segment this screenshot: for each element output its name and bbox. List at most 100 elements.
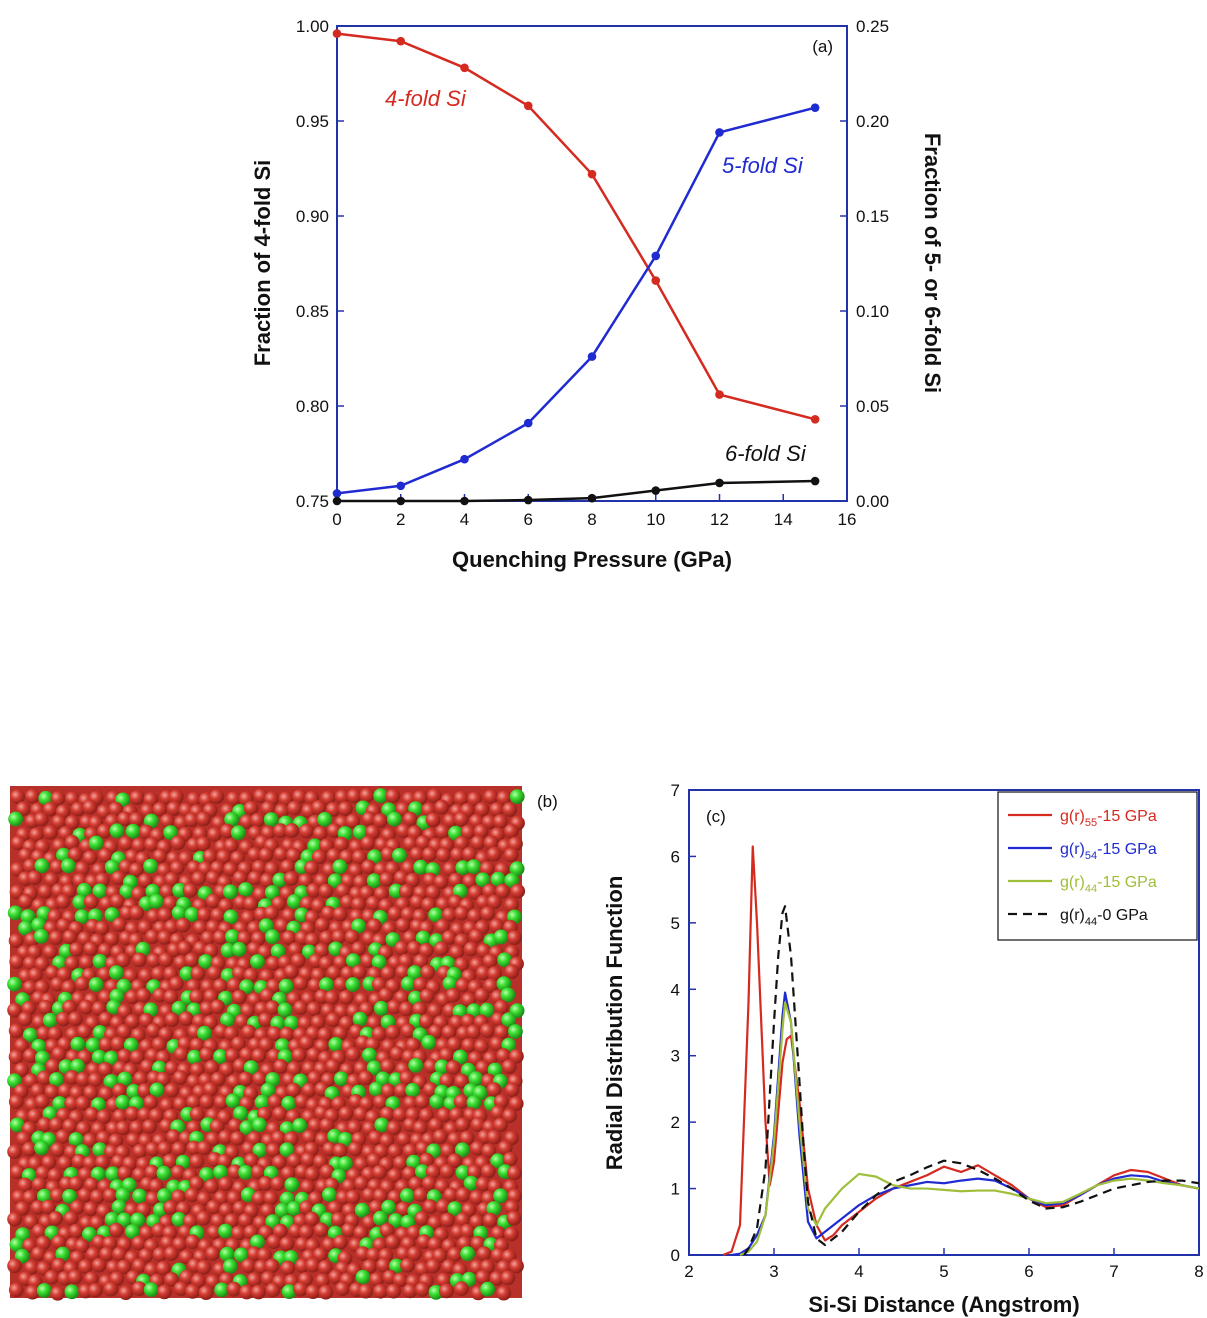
atom-red bbox=[25, 788, 40, 804]
atom-red bbox=[56, 918, 72, 933]
atom-red bbox=[273, 823, 288, 839]
atom-red bbox=[455, 1187, 471, 1203]
atom-red bbox=[443, 1187, 459, 1203]
atom-red bbox=[178, 1130, 194, 1146]
data-point bbox=[715, 128, 724, 137]
atom-red bbox=[353, 874, 368, 890]
atom-red bbox=[195, 836, 211, 852]
atom-red bbox=[497, 1140, 513, 1156]
atom-red bbox=[470, 1117, 486, 1132]
data-point bbox=[396, 481, 406, 491]
atom-green bbox=[72, 894, 88, 910]
atom-red bbox=[489, 918, 504, 934]
atom-red bbox=[467, 791, 482, 807]
atom-red bbox=[470, 835, 486, 850]
atom-red bbox=[78, 1259, 93, 1274]
panel-a-xtick-label: 8 bbox=[587, 510, 596, 529]
atom-red bbox=[170, 835, 186, 851]
atom-red bbox=[461, 1037, 477, 1053]
atom-red bbox=[44, 1084, 60, 1100]
atom-red bbox=[68, 1223, 84, 1239]
atom-red bbox=[482, 1212, 498, 1228]
panel-a-ticks: 0 2 4 6 8 10 12 14 16 0.75 0.80 0.85 0.90 0.95 1.00 0.0… bbox=[296, 17, 889, 529]
atom-red bbox=[310, 1014, 326, 1030]
atom-green bbox=[277, 1002, 293, 1018]
atom-red bbox=[196, 1259, 212, 1275]
atom-red bbox=[145, 1191, 161, 1207]
atom-green bbox=[199, 1167, 215, 1182]
atom-green bbox=[187, 1049, 202, 1065]
atom-green bbox=[260, 1082, 276, 1098]
atom-red bbox=[64, 1070, 80, 1085]
atom-red bbox=[504, 1199, 520, 1215]
atom-red bbox=[338, 1106, 354, 1121]
panel-a-xlabel: Quenching Pressure (GPa) bbox=[452, 547, 732, 572]
atom-red bbox=[423, 1058, 439, 1074]
atom-green bbox=[434, 1059, 450, 1075]
atom-green bbox=[272, 872, 288, 888]
annotation-6-fold: 6-fold Si bbox=[725, 441, 807, 466]
atom-red bbox=[315, 1273, 330, 1288]
atom-green bbox=[263, 812, 279, 827]
atom-green bbox=[156, 1188, 172, 1204]
atom-red bbox=[14, 1201, 30, 1216]
atom-green bbox=[116, 1212, 132, 1228]
atom-red bbox=[164, 871, 180, 887]
atom-red bbox=[223, 1026, 239, 1041]
atom-red bbox=[76, 1121, 91, 1136]
atom-red bbox=[106, 1259, 121, 1275]
atom-red bbox=[479, 861, 495, 876]
atom-red bbox=[392, 1272, 408, 1288]
panel-a-ytick-label: 1.00 bbox=[296, 17, 329, 36]
atom-red bbox=[460, 1223, 475, 1239]
atom-red bbox=[494, 999, 509, 1015]
atom-red bbox=[442, 907, 457, 923]
atom-red bbox=[244, 1153, 259, 1168]
atom-red bbox=[486, 1129, 502, 1145]
atom-red bbox=[117, 1048, 132, 1064]
atom-green bbox=[55, 1246, 71, 1262]
atom-red bbox=[31, 1014, 47, 1030]
atom-green bbox=[115, 1187, 131, 1203]
atom-red bbox=[474, 987, 490, 1003]
atom-green bbox=[373, 788, 389, 804]
atom-green bbox=[220, 1012, 235, 1028]
atom-red bbox=[476, 894, 491, 910]
atom-red bbox=[496, 1048, 511, 1063]
atom-red bbox=[467, 908, 483, 924]
atom-green bbox=[281, 1284, 297, 1299]
atom-red bbox=[294, 1094, 310, 1109]
atom-red bbox=[179, 1269, 195, 1285]
atom-green bbox=[76, 882, 92, 898]
atom-red bbox=[151, 966, 166, 982]
atom-green bbox=[143, 813, 159, 829]
atom-red bbox=[62, 1118, 78, 1134]
atom-red bbox=[273, 1059, 289, 1074]
atom-red bbox=[22, 980, 38, 995]
atom-red bbox=[468, 928, 484, 944]
atom-red bbox=[440, 1212, 455, 1228]
atom-red bbox=[14, 1038, 29, 1053]
series-line-6-fold-si bbox=[337, 479, 816, 503]
atom-red bbox=[83, 1085, 99, 1100]
atom-red bbox=[470, 1140, 485, 1156]
atom-red bbox=[503, 823, 519, 839]
atom-green bbox=[218, 1223, 233, 1239]
atom-green bbox=[442, 975, 458, 991]
panel-c-ytick-label: 5 bbox=[671, 914, 680, 933]
panel-a-ytick-label: 0.95 bbox=[296, 112, 329, 131]
atom-red bbox=[425, 1164, 441, 1180]
atom-red bbox=[406, 940, 422, 956]
atom-red bbox=[49, 859, 65, 875]
atom-red bbox=[157, 1141, 173, 1156]
atom-red bbox=[504, 897, 519, 913]
data-point bbox=[332, 29, 342, 38]
atom-green bbox=[500, 987, 516, 1003]
atom-red bbox=[10, 1164, 25, 1180]
atom-red bbox=[118, 836, 134, 851]
atom-red bbox=[258, 1037, 274, 1053]
atom-green bbox=[9, 1237, 25, 1252]
atom-red bbox=[164, 1012, 180, 1027]
atom-red bbox=[507, 1165, 522, 1181]
atom-red bbox=[403, 1095, 418, 1111]
